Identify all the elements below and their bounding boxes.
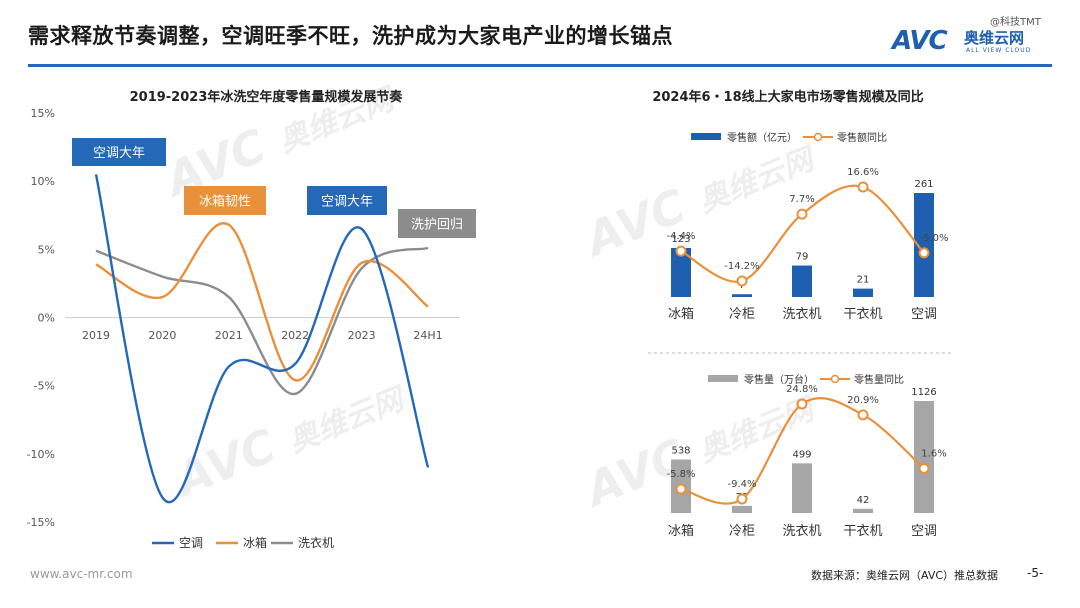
callout-label: 空调大年 — [93, 146, 145, 161]
source-note: 数据来源：奥维云网（AVC）推总数据 — [811, 569, 999, 582]
callout-label: 空调大年 — [321, 195, 373, 210]
site-url: www.avc-mr.com — [30, 567, 133, 581]
legend-label: 冰箱 — [243, 535, 267, 550]
watermark-tag: @科技TMT — [990, 17, 1041, 28]
y-tick-label: -5% — [34, 380, 55, 393]
y-axis: 15% 10% 5% 0% -5% -10% -15% — [27, 107, 55, 529]
y-tick-label: 10% — [31, 175, 55, 188]
callout-box — [398, 209, 476, 238]
x-tick-label: 2023 — [348, 329, 376, 342]
logo-english-name: ALL VIEW CLOUD — [966, 47, 1032, 54]
x-tick-label: 2019 — [82, 329, 110, 342]
y-tick-label: -15% — [27, 516, 55, 529]
chart-title: 2019-2023年冰洗空年度零售量规模发展节奏 — [130, 89, 404, 105]
legend-label: 空调 — [179, 536, 203, 550]
series-lines — [94, 174, 430, 503]
page-title: 需求释放节奏调整，空调旺季不旺，洗护成为大家电产业的增长锚点 — [28, 24, 673, 48]
x-tick-label: 2021 — [215, 329, 243, 342]
logo-chinese-name: 奥维云网 — [964, 29, 1025, 47]
callout-label: 冰箱韧性 — [199, 194, 251, 210]
legend-label: 洗衣机 — [298, 535, 334, 550]
header-divider — [28, 64, 1052, 67]
series-line-洗衣机 — [95, 246, 429, 396]
callout-box — [72, 138, 166, 166]
x-tick-label: 2020 — [148, 329, 176, 342]
y-tick-label: 5% — [38, 243, 55, 256]
page-number: -5- — [1027, 566, 1044, 580]
series-line-空调 — [94, 174, 430, 503]
x-tick-label: 2022 — [281, 329, 309, 342]
x-tick-label: 24H1 — [413, 329, 442, 342]
logo-mark: AVC — [892, 26, 948, 56]
x-axis: 2019 2020 2021 2022 2023 24H1 — [82, 329, 443, 342]
y-tick-label: -10% — [27, 448, 55, 461]
series-line-冰箱 — [95, 222, 429, 382]
legend: 空调 冰箱 洗衣机 — [152, 535, 334, 550]
y-tick-label: 15% — [31, 107, 55, 120]
callout-box — [307, 186, 387, 215]
y-tick-label: 0% — [38, 312, 55, 325]
callout-label: 洗护回归 — [411, 218, 463, 233]
callout-box — [184, 186, 266, 215]
